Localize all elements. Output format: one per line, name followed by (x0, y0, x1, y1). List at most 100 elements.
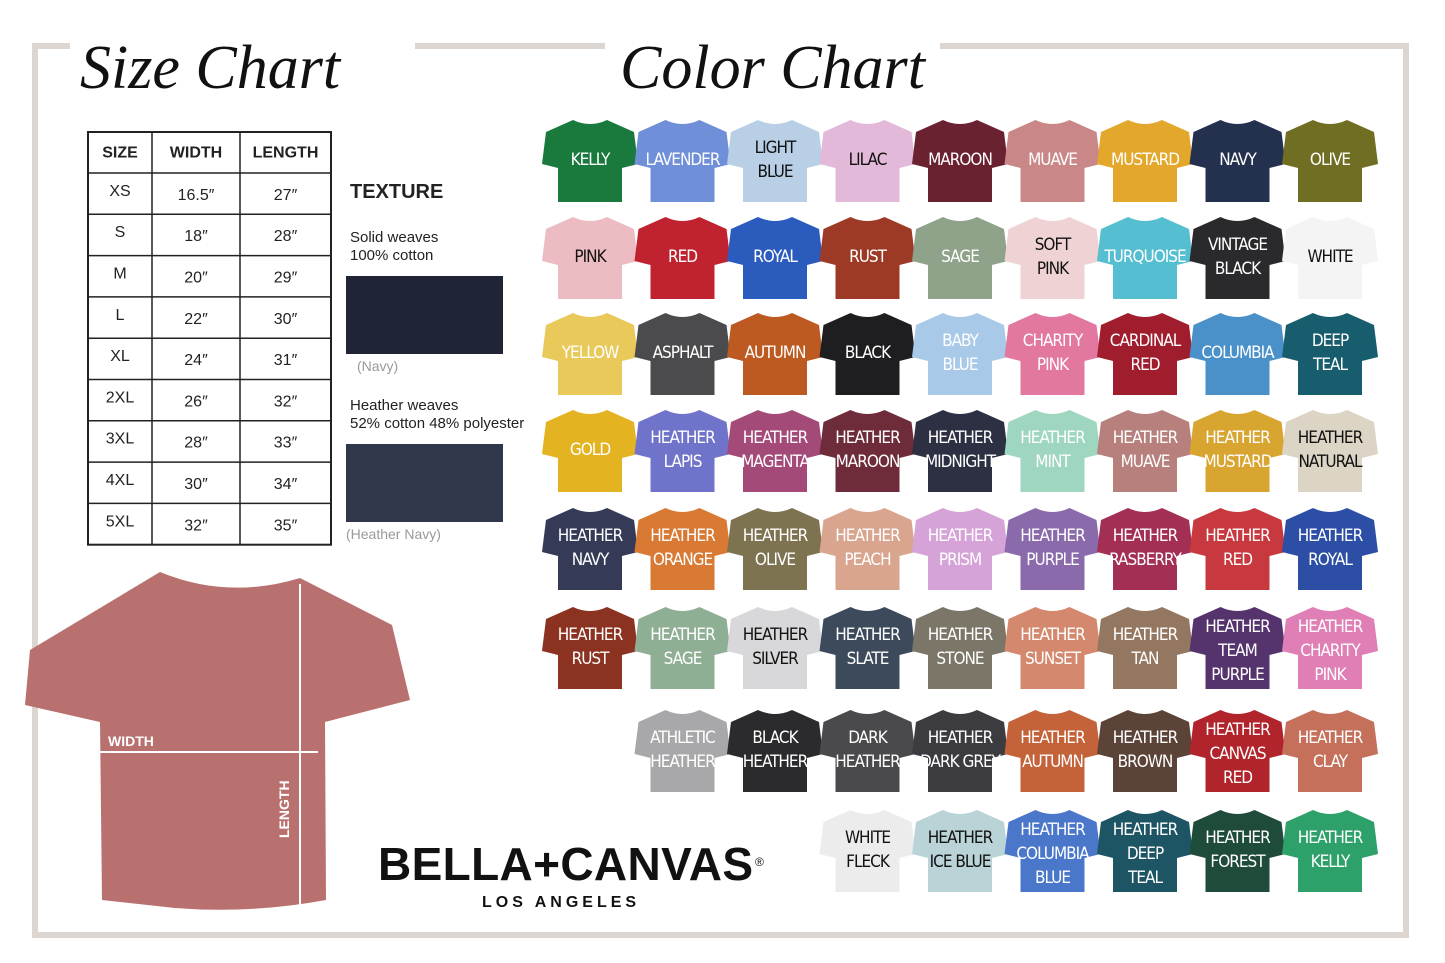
table-cell: L (116, 307, 125, 324)
tee (1282, 410, 1378, 492)
color-swatch: LIGHT BLUE (727, 120, 823, 202)
color-swatch: HEATHER CLAY (1282, 710, 1378, 792)
table-cell: 34″ (274, 476, 298, 493)
color-swatch: HEATHER CHARITY PINK (1282, 607, 1378, 689)
table-cell: 27″ (274, 187, 298, 204)
size-chart-title: Size Chart (80, 34, 342, 102)
color-label: LIGHT (755, 138, 797, 158)
tee (1282, 313, 1378, 395)
tee (1004, 120, 1101, 202)
tee (542, 217, 638, 299)
tee (542, 508, 638, 590)
tee (1097, 217, 1193, 299)
color-label: BLUE (757, 162, 792, 182)
color-label: FLECK (846, 852, 891, 872)
color-label: SUNSET (1025, 649, 1082, 669)
color-swatch: WHITE FLECK (819, 810, 916, 892)
tee (1189, 313, 1286, 395)
tee (1097, 120, 1193, 202)
color-label: MUAVE (1028, 150, 1077, 170)
color-label: CHARITY (1300, 641, 1361, 661)
color-swatch: SOFT PINK (1004, 217, 1101, 299)
color-label: SLATE (847, 649, 889, 669)
texture-title: TEXTURE (350, 181, 443, 203)
color-swatch: HEATHER SUNSET (1004, 607, 1101, 689)
table-cell: M (113, 265, 126, 282)
color-swatch: HEATHER MIDNIGHT (912, 410, 1008, 492)
tee (1282, 508, 1378, 590)
color-swatch: MUSTARD (1097, 120, 1193, 202)
table-cell: 5XL (106, 513, 135, 530)
color-label: HEATHER (1298, 617, 1364, 637)
tee (1189, 508, 1286, 590)
color-swatch: HEATHER RASBERRY (1097, 508, 1193, 590)
color-swatch: HEATHER DEEP TEAL (1097, 810, 1193, 892)
table-cell: S (115, 224, 126, 241)
color-label: YELLOW (561, 343, 619, 363)
texture-caption: (Heather Navy) (346, 526, 441, 542)
color-label: TAN (1131, 649, 1159, 669)
color-label: BLACK (1215, 259, 1262, 279)
color-label: HEATHER (1020, 728, 1086, 748)
tee (1097, 810, 1193, 892)
color-label: HEATHER (1298, 728, 1364, 748)
tee (1004, 217, 1101, 299)
tee (727, 508, 823, 590)
color-swatch: VINTAGE BLACK (1189, 217, 1286, 299)
color-label: HEATHER (1113, 820, 1179, 840)
color-label: HEATHER (835, 752, 901, 772)
color-swatch: MAROON (912, 120, 1008, 202)
tee (1282, 710, 1378, 792)
color-swatch: ATHLETIC HEATHER (634, 710, 731, 792)
size-table: SIZE WIDTH LENGTH XS 16.5″ 27″ S 18″ 28″ M 20″ 29″ L… (87, 131, 332, 546)
color-label: BLACK (845, 343, 892, 363)
color-label: CLAY (1313, 752, 1349, 772)
color-swatch: DEEP TEAL (1282, 313, 1378, 395)
color-swatch: HEATHER RUST (542, 607, 638, 689)
color-swatch: HEATHER LAPIS (634, 410, 731, 492)
color-swatch: YELLOW (542, 313, 638, 395)
color-chart-title: Color Chart (620, 34, 927, 102)
color-label: ICE BLUE (930, 852, 991, 872)
color-label: PURPLE (1026, 550, 1079, 570)
color-label: BLACK (752, 728, 799, 748)
tee (634, 410, 731, 492)
table-cell: 2XL (106, 389, 135, 406)
table-cell: 16.5″ (178, 187, 215, 204)
color-label: HEATHER (1298, 428, 1364, 448)
color-label: OLIVE (755, 550, 796, 570)
color-label: TEAL (1127, 868, 1163, 888)
color-label: ROYAL (753, 247, 798, 267)
color-swatch: OLIVE (1282, 120, 1378, 202)
color-label: HEATHER (1113, 428, 1179, 448)
tee (819, 410, 916, 492)
color-label: NAVY (1219, 150, 1257, 170)
color-label: KELLY (1311, 852, 1351, 872)
color-label: HEATHER (1113, 728, 1179, 748)
table-cell: 32″ (184, 517, 208, 534)
color-label: GOLD (570, 440, 610, 460)
color-swatch: HEATHER BROWN (1097, 710, 1193, 792)
color-label: HEATHER (1113, 526, 1179, 546)
color-label: RED (1223, 550, 1252, 570)
color-swatch: MUAVE (1004, 120, 1101, 202)
brand-mark: ® (755, 855, 764, 869)
color-swatch: HEATHER PRISM (912, 508, 1008, 590)
color-label: OLIVE (1310, 150, 1351, 170)
color-swatch: BLACK (819, 313, 916, 395)
color-label: HEATHER (1205, 720, 1271, 740)
tee (727, 410, 823, 492)
color-label: PINK (574, 247, 607, 267)
color-swatch: HEATHER TEAM PURPLE (1189, 607, 1286, 689)
color-swatch: HEATHER MUAVE (1097, 410, 1193, 492)
color-label: DEEP (1127, 844, 1164, 864)
table-header: WIDTH (170, 145, 222, 162)
color-label: ORANGE (653, 550, 713, 570)
color-swatch: HEATHER PURPLE (1004, 508, 1101, 590)
color-swatch: RUST (819, 217, 916, 299)
tee (1189, 810, 1286, 892)
color-label: MAGENTA (741, 452, 810, 472)
color-swatch: CHARITY PINK (1004, 313, 1101, 395)
tee (727, 710, 823, 792)
